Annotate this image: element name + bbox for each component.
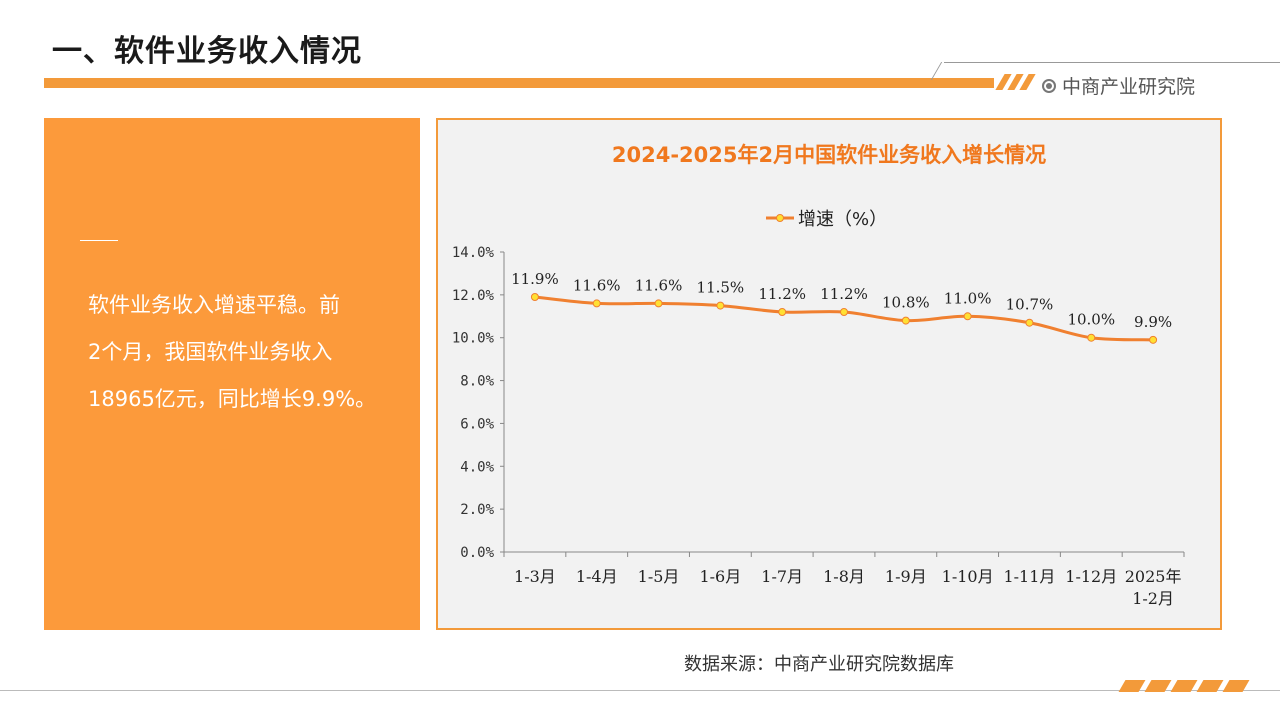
- data-point: [654, 299, 663, 308]
- y-tick-label: 6.0%: [460, 416, 494, 432]
- data-point: [1149, 335, 1158, 344]
- data-label: 11.5%: [697, 279, 745, 297]
- header-divider-line: [944, 62, 1280, 63]
- x-tick-label: 1-11月: [1003, 567, 1055, 586]
- title-accent-bar: [44, 78, 994, 88]
- x-tick-label: 1-4月: [576, 567, 618, 586]
- data-point: [901, 316, 910, 325]
- x-tick-label: 1-7月: [761, 567, 803, 586]
- data-point: [840, 308, 848, 316]
- chart-title: 2024-2025年2月中国软件业务收入增长情况: [612, 143, 1046, 167]
- x-tick-label: 1-9月: [885, 567, 927, 586]
- data-label: 11.2%: [758, 285, 806, 303]
- legend-label: 增速（%）: [798, 209, 887, 230]
- data-source: 数据来源：中商产业研究院数据库: [684, 654, 954, 675]
- x-tick-label: 1-5月: [638, 567, 680, 586]
- data-point: [963, 312, 972, 321]
- footer-line: [0, 690, 1280, 691]
- legend-marker-swatch: [776, 214, 784, 222]
- brand: 中商产业研究院: [1042, 72, 1195, 99]
- data-point: [1087, 333, 1096, 342]
- data-label: 9.9%: [1134, 313, 1172, 331]
- y-tick-label: 12.0%: [452, 288, 495, 304]
- summary-line: 2个月，我国软件业务收入: [88, 340, 333, 364]
- series-line: [534, 295, 1154, 342]
- summary-panel: 软件业务收入增速平稳。前 2个月，我国软件业务收入 18965亿元，同比增长9.…: [44, 118, 420, 630]
- x-tick-label: 1-8月: [823, 567, 865, 586]
- data-label: 10.0%: [1067, 311, 1115, 329]
- data-point: [592, 299, 601, 308]
- data-label: 11.2%: [820, 285, 868, 303]
- summary-line: 软件业务收入增速平稳。前: [88, 293, 340, 317]
- x-tick-label: 1-6月: [699, 567, 741, 586]
- chart-legend: 增速（%）: [766, 209, 887, 230]
- data-point: [716, 301, 725, 310]
- x-tick-label: 2025年 1-2月: [1125, 567, 1182, 608]
- y-tick-label: 10.0%: [452, 331, 495, 347]
- x-tick-label: 1-3月: [514, 567, 556, 586]
- x-tick-label: 1-12月: [1065, 567, 1117, 586]
- chart-frame: 2024-2025年2月中国软件业务收入增长情况 增速（%） 0.0% 2.0% 4…: [436, 118, 1222, 630]
- data-label: 10.8%: [882, 294, 930, 312]
- growth-line-chart: 2024-2025年2月中国软件业务收入增长情况 增速（%） 0.0% 2.0% 4…: [452, 143, 1185, 608]
- summary-text: 软件业务收入增速平稳。前 2个月，我国软件业务收入 18965亿元，同比增长9.…: [88, 282, 408, 423]
- y-tick-label: 2.0%: [460, 502, 494, 518]
- page-title: 一、软件业务收入情况: [52, 34, 362, 69]
- y-tick-label: 8.0%: [460, 374, 494, 390]
- chart-plot: 11.9% 11.6% 11.6% 11.5% 11.2% 11.2% 10.8% 11.0%…: [511, 270, 1172, 344]
- y-tick-label: 4.0%: [460, 459, 494, 475]
- data-point: [778, 308, 787, 316]
- chart-axes: 0.0% 2.0% 4.0% 6.0% 8.0% 10.0% 12.0% 14.0% 1-3月 1…: [452, 245, 1185, 608]
- title-stripes-decoration: [995, 74, 1036, 90]
- data-label: 11.0%: [944, 289, 992, 307]
- data-label: 11.9%: [511, 270, 559, 288]
- y-tick-label: 0.0%: [460, 545, 494, 561]
- data-label: 11.6%: [635, 276, 683, 294]
- y-tick-label: 14.0%: [452, 245, 495, 261]
- data-label: 10.7%: [1006, 296, 1054, 314]
- summary-line: 18965亿元，同比增长9.9%。: [88, 387, 377, 411]
- data-point: [1025, 318, 1034, 327]
- data-point: [530, 293, 539, 301]
- brand-logo-icon: [1042, 78, 1056, 93]
- x-tick-label: 1-10月: [942, 567, 994, 586]
- footer-stripes-decoration: [1118, 680, 1250, 692]
- brand-name: 中商产业研究院: [1062, 76, 1196, 98]
- data-label: 11.6%: [573, 276, 621, 294]
- summary-rule: [80, 240, 118, 241]
